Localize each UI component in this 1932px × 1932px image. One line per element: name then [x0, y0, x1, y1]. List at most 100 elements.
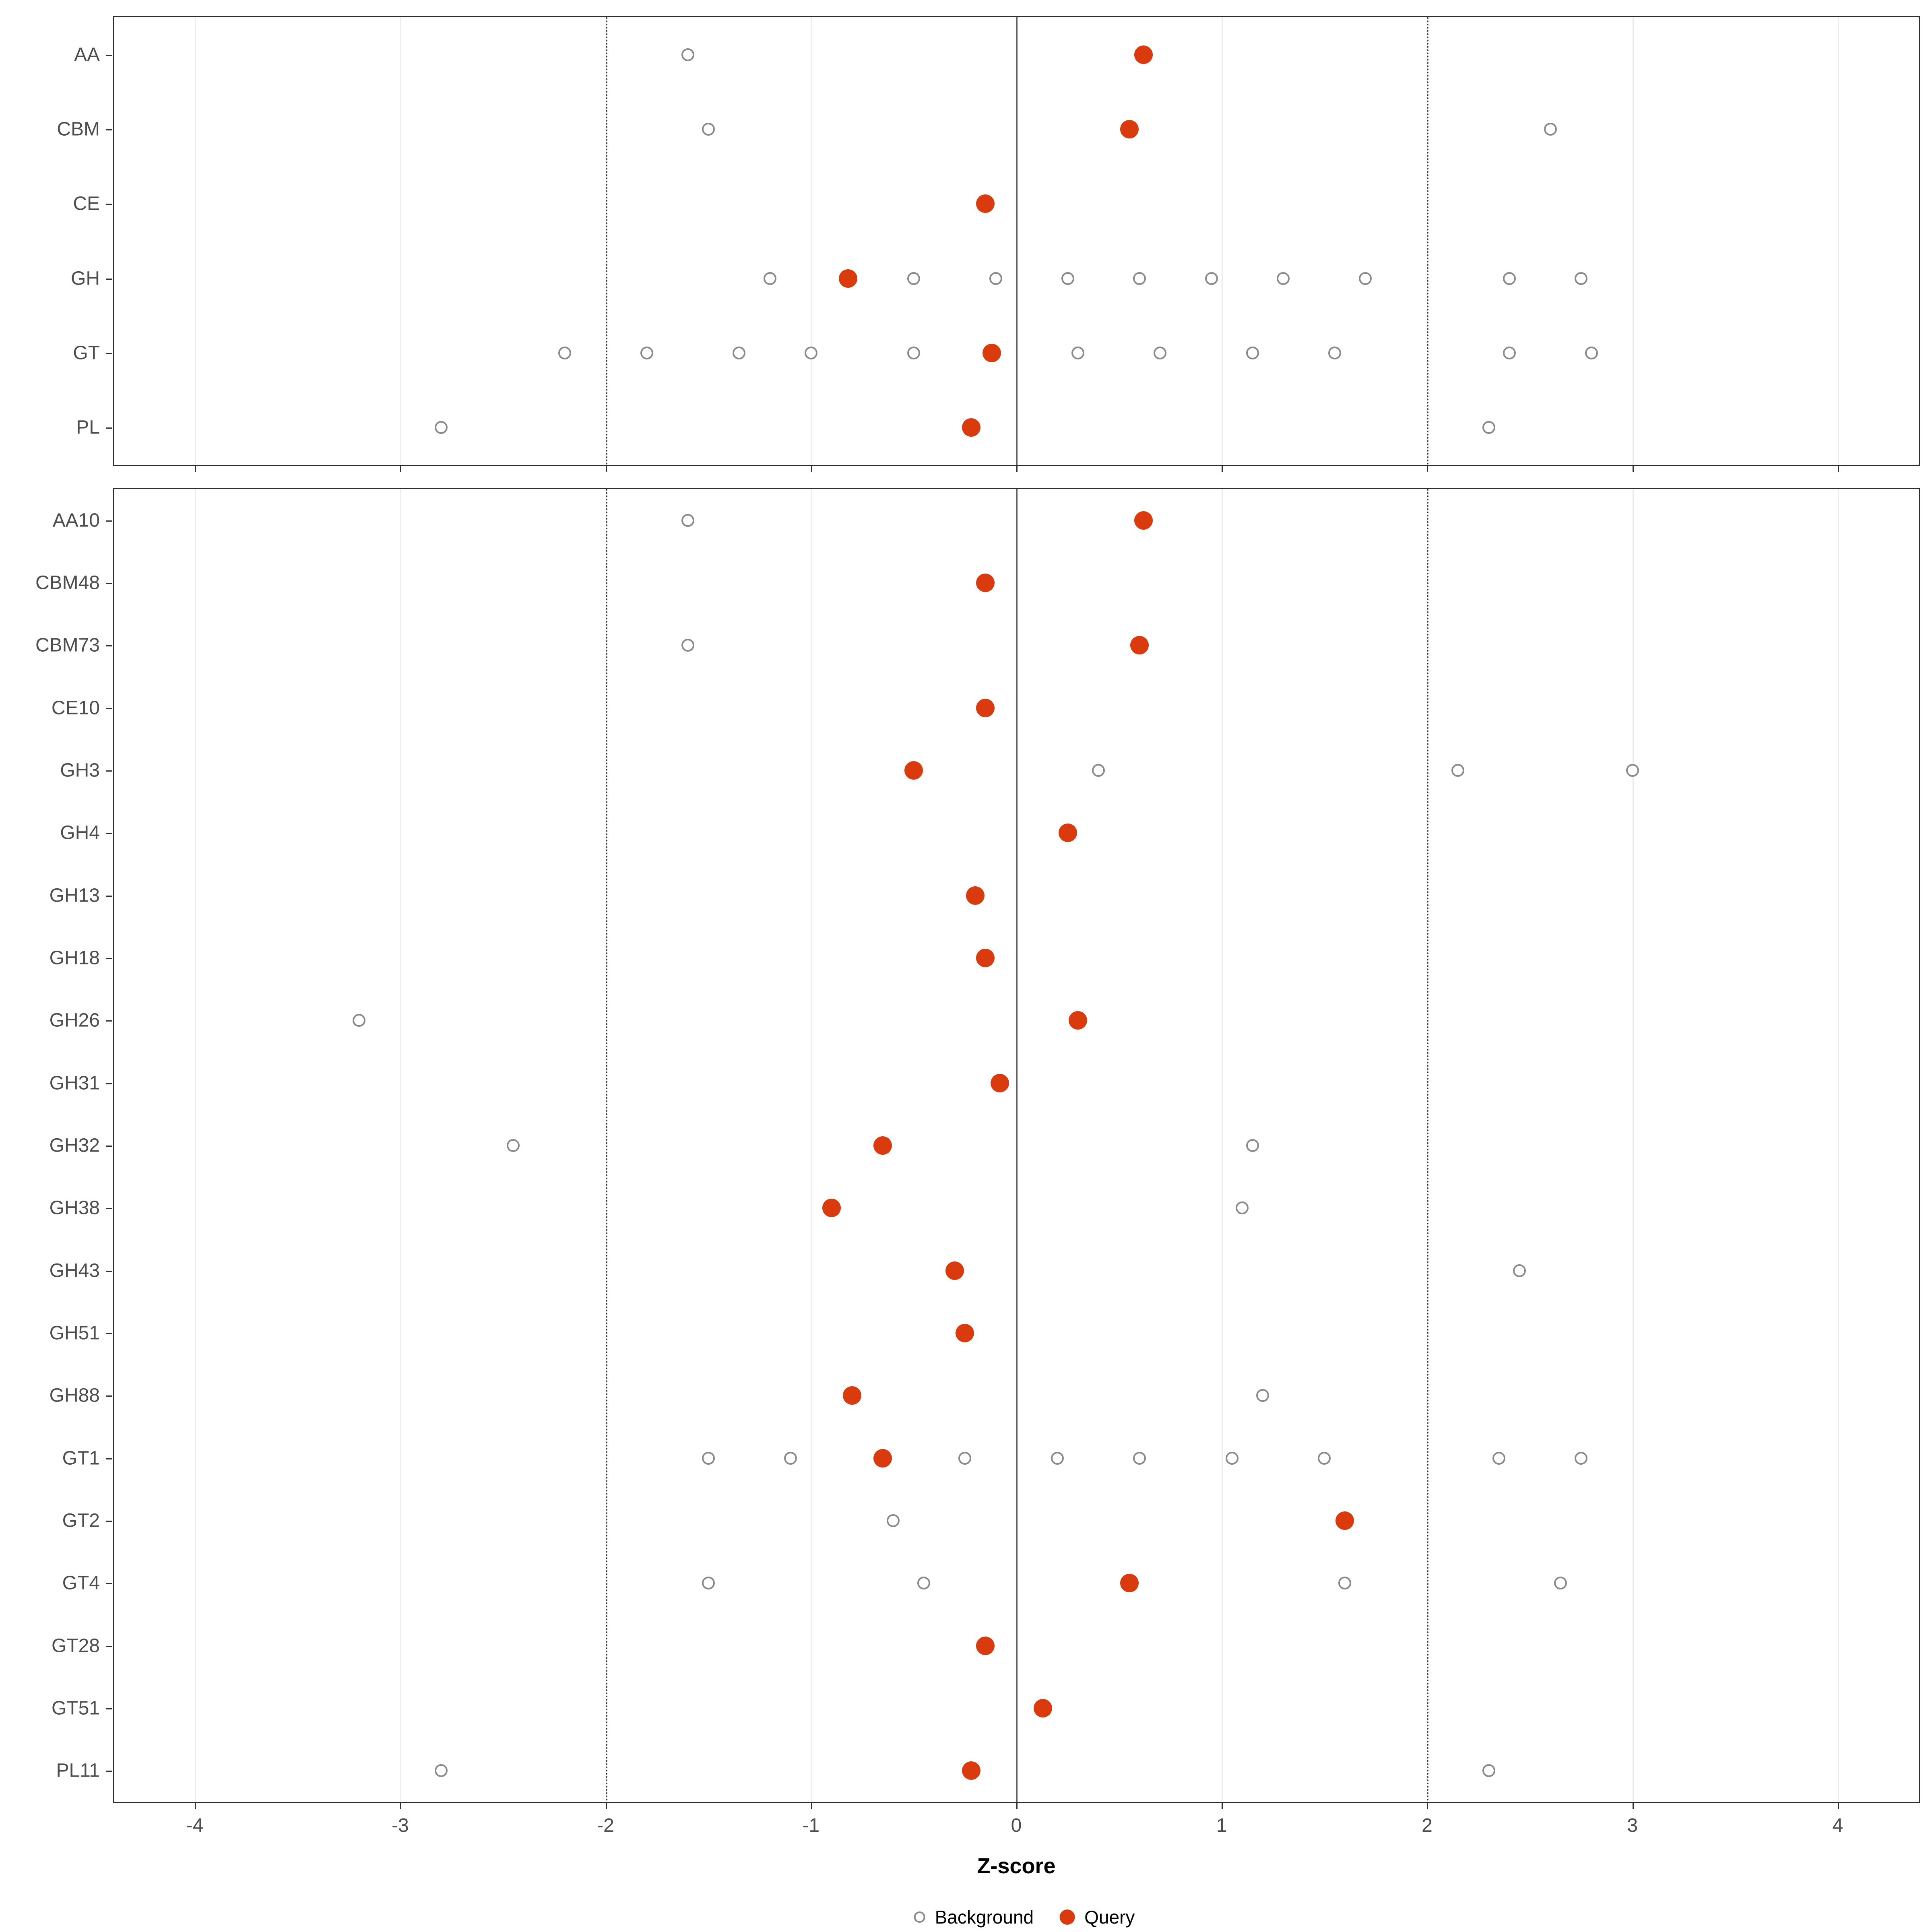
row-label-CBM: CBM — [57, 118, 100, 140]
legend: Background Query — [914, 1906, 1135, 1928]
row-label-GT28: GT28 — [51, 1635, 100, 1657]
query-point — [1134, 511, 1153, 530]
x-axis-tick — [811, 1803, 812, 1809]
x-tick-label: -2 — [597, 1815, 614, 1836]
query-point — [982, 344, 1001, 362]
query-point — [945, 1261, 964, 1280]
legend-item-query: Query — [1059, 1906, 1135, 1928]
row-label-AA10: AA10 — [52, 510, 100, 531]
legend-item-background: Background — [914, 1906, 1034, 1928]
row-label-GH38: GH38 — [49, 1197, 100, 1219]
background-point — [1246, 1139, 1259, 1152]
row-label-PL: PL — [76, 417, 100, 438]
ref-line-dotted — [1427, 17, 1429, 465]
background-point — [1236, 1201, 1249, 1215]
x-tick-label: -3 — [391, 1815, 409, 1836]
query-point — [1134, 45, 1153, 64]
gridline — [400, 489, 402, 1802]
row-label-GH4: GH4 — [60, 822, 100, 844]
query-point — [976, 949, 995, 967]
ref-line-dotted — [605, 17, 607, 465]
row-label-GT4: GT4 — [62, 1572, 100, 1594]
background-point — [1154, 347, 1167, 359]
x-axis-tick — [1837, 1803, 1839, 1809]
background-point — [1061, 272, 1074, 285]
background-point — [1225, 1451, 1238, 1465]
query-point — [1130, 636, 1149, 655]
query-point — [842, 1386, 861, 1405]
background-point — [1051, 1451, 1064, 1465]
gridline — [1222, 17, 1223, 465]
query-point — [1120, 1574, 1139, 1593]
y-axis-tick — [106, 1708, 112, 1709]
row-label-GH32: GH32 — [49, 1135, 100, 1156]
query-point — [904, 761, 923, 780]
query-point — [956, 1324, 974, 1342]
background-point — [784, 1451, 797, 1465]
query-point — [1058, 824, 1077, 842]
y-axis-tick — [106, 1270, 112, 1272]
row-label-GT51: GT51 — [51, 1697, 100, 1719]
background-point — [435, 1764, 448, 1777]
background-point — [1482, 421, 1495, 434]
x-tick-label: 4 — [1832, 1815, 1843, 1836]
background-point — [1492, 1451, 1506, 1465]
row-label-GT: GT — [73, 342, 100, 364]
row-label-GH: GH — [71, 268, 100, 289]
gridline — [400, 17, 402, 465]
background-point — [907, 347, 920, 359]
query-point — [962, 1761, 980, 1780]
background-point — [1246, 347, 1259, 359]
y-axis-tick — [106, 1083, 112, 1084]
y-axis-tick — [106, 1458, 112, 1459]
background-point — [804, 347, 817, 359]
y-axis-tick — [106, 1645, 112, 1647]
background-point — [1585, 347, 1598, 359]
query-point — [966, 886, 985, 905]
x-axis-tick — [1222, 466, 1223, 472]
y-axis-tick — [106, 1333, 112, 1334]
row-label-GH26: GH26 — [49, 1009, 100, 1031]
background-point — [702, 123, 715, 136]
x-axis-tick — [1632, 1803, 1634, 1809]
x-axis-tick — [195, 1803, 196, 1809]
query-point — [873, 1136, 892, 1155]
y-axis-tick — [106, 353, 112, 354]
legend-label-query: Query — [1084, 1907, 1135, 1928]
y-axis-tick — [106, 278, 112, 280]
row-label-CE: CE — [73, 193, 100, 215]
background-point — [1451, 764, 1464, 777]
query-point — [822, 1199, 841, 1218]
background-point — [1503, 347, 1516, 359]
query-marker-icon — [1059, 1909, 1075, 1925]
row-label-CBM73: CBM73 — [35, 634, 100, 656]
x-axis-tick — [811, 466, 812, 472]
ref-line-dotted — [1427, 489, 1429, 1802]
row-label-GH88: GH88 — [49, 1385, 100, 1406]
x-tick-label: 2 — [1422, 1815, 1432, 1836]
row-label-GT2: GT2 — [62, 1510, 100, 1532]
query-point — [991, 1073, 1009, 1092]
y-axis-tick — [106, 770, 112, 772]
x-axis-tick — [400, 466, 402, 472]
background-point — [1513, 1264, 1526, 1277]
x-tick-label: 0 — [1011, 1815, 1022, 1836]
gridline — [195, 17, 196, 465]
y-axis-tick — [106, 1771, 112, 1772]
gridline — [1222, 489, 1223, 1802]
background-point — [1205, 272, 1218, 285]
background-point — [702, 1451, 715, 1465]
gridline — [811, 489, 812, 1802]
background-point — [1256, 1389, 1269, 1402]
y-axis-tick — [106, 708, 112, 709]
row-label-GH51: GH51 — [49, 1322, 100, 1344]
y-axis-tick — [106, 1395, 112, 1397]
query-point — [873, 1449, 892, 1468]
background-point — [1071, 347, 1085, 359]
background-point — [1092, 764, 1105, 777]
query-point — [1034, 1699, 1053, 1717]
background-point — [886, 1514, 900, 1527]
y-axis-tick — [106, 1521, 112, 1522]
background-point — [1338, 1577, 1352, 1590]
